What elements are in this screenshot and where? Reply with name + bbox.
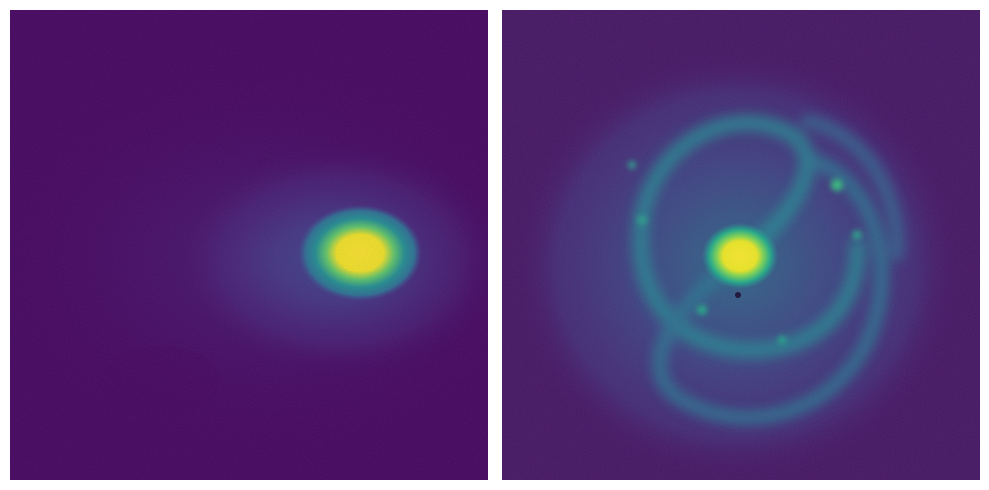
pixel-noise	[502, 10, 980, 480]
elliptical-galaxy-image	[10, 10, 488, 480]
left-galaxy-panel	[10, 10, 488, 480]
pixel-noise	[10, 10, 488, 480]
right-galaxy-panel	[502, 10, 980, 480]
spiral-galaxy-image	[502, 10, 980, 480]
